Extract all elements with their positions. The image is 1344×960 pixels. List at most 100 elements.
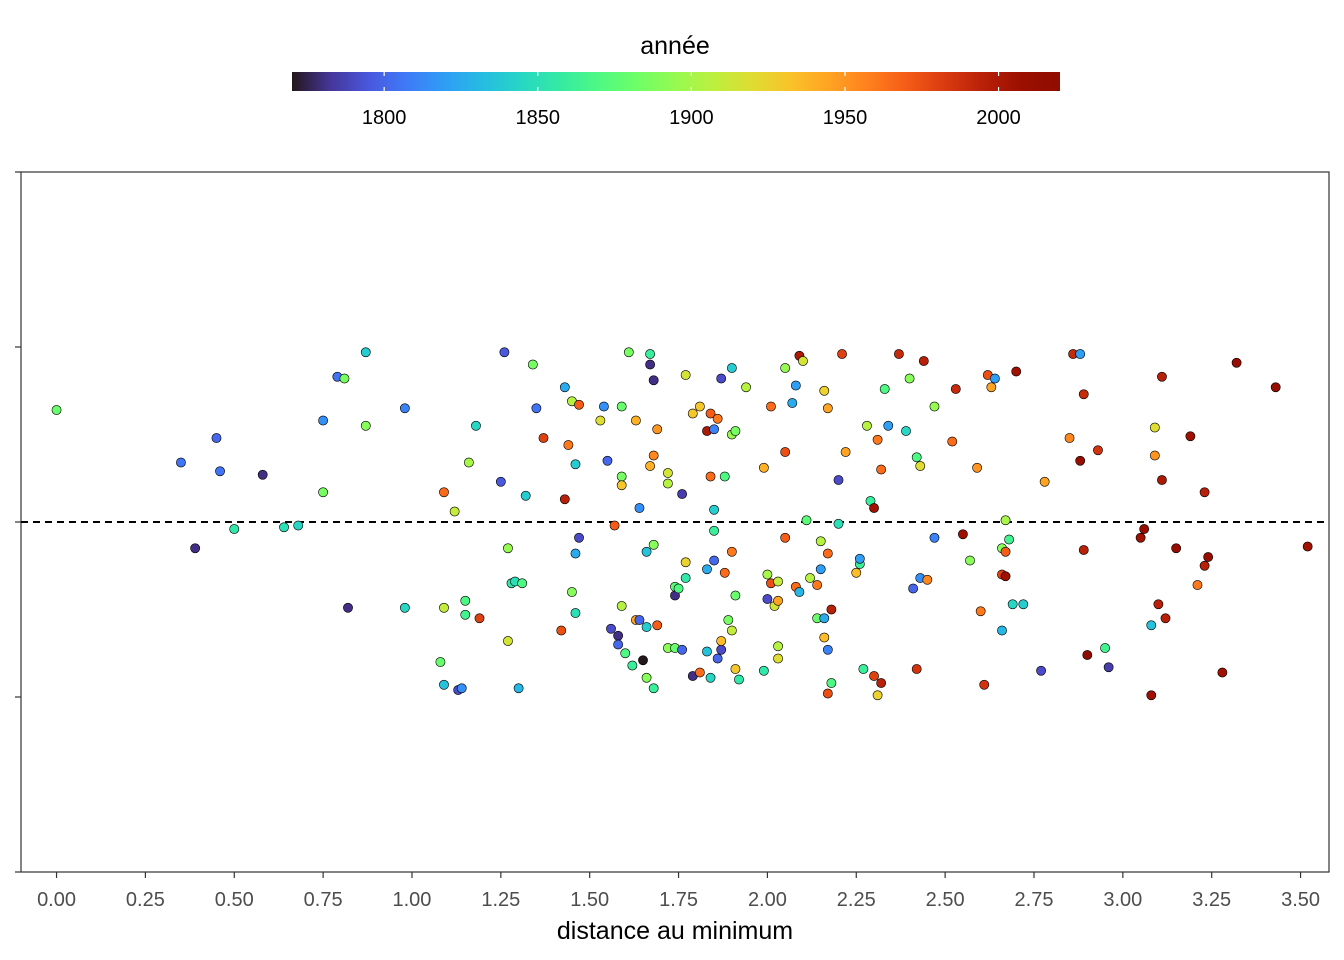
data-point bbox=[399, 602, 410, 613]
data-point bbox=[616, 601, 627, 611]
data-point bbox=[531, 403, 542, 414]
data-point bbox=[822, 548, 833, 559]
x-tick-label: 3.25 bbox=[1192, 889, 1231, 911]
data-point bbox=[726, 625, 737, 636]
data-point bbox=[819, 632, 830, 643]
data-point bbox=[709, 525, 719, 536]
x-tick-label: 1.25 bbox=[481, 889, 520, 911]
data-point bbox=[826, 604, 837, 615]
data-point bbox=[833, 475, 844, 485]
data-point bbox=[627, 660, 638, 671]
data-point bbox=[609, 520, 620, 531]
data-point bbox=[687, 408, 698, 419]
data-point bbox=[1302, 541, 1313, 552]
data-point bbox=[652, 424, 663, 435]
data-point bbox=[705, 408, 716, 419]
data-point bbox=[1171, 543, 1182, 554]
data-point bbox=[638, 655, 648, 666]
data-point bbox=[1231, 357, 1242, 368]
data-point bbox=[1146, 620, 1157, 631]
data-point bbox=[798, 356, 808, 366]
data-point bbox=[780, 363, 791, 373]
data-point bbox=[694, 667, 705, 678]
data-point bbox=[570, 548, 581, 559]
data-point bbox=[641, 546, 652, 557]
data-point bbox=[997, 625, 1007, 636]
data-point bbox=[1146, 690, 1157, 701]
x-tick-label: 1.75 bbox=[659, 889, 698, 911]
data-point bbox=[1199, 487, 1210, 498]
data-point bbox=[190, 543, 201, 554]
data-point bbox=[712, 653, 723, 664]
x-tick-label: 3.00 bbox=[1103, 889, 1142, 911]
data-point bbox=[819, 613, 830, 624]
data-point bbox=[947, 436, 958, 447]
data-point bbox=[815, 536, 826, 547]
data-point bbox=[851, 567, 862, 578]
data-point bbox=[716, 636, 727, 646]
colorbar-tick-label: 1800 bbox=[362, 107, 407, 129]
data-point bbox=[471, 420, 481, 431]
data-point bbox=[677, 644, 688, 655]
data-point bbox=[641, 672, 652, 683]
data-point bbox=[719, 471, 730, 482]
data-point bbox=[527, 359, 538, 370]
data-point bbox=[758, 665, 769, 676]
data-point bbox=[826, 678, 837, 688]
data-point bbox=[1000, 546, 1011, 557]
data-point bbox=[318, 415, 329, 426]
data-point bbox=[606, 623, 616, 634]
data-point bbox=[908, 583, 919, 594]
data-point bbox=[915, 461, 926, 471]
data-point bbox=[773, 641, 783, 652]
data-point bbox=[574, 532, 584, 543]
data-point bbox=[726, 363, 737, 373]
legend-title: année bbox=[640, 32, 710, 60]
data-point bbox=[435, 657, 446, 667]
data-point bbox=[730, 664, 741, 674]
data-point bbox=[520, 490, 531, 501]
data-point bbox=[734, 674, 744, 685]
x-tick-label: 2.75 bbox=[1015, 889, 1054, 911]
data-point bbox=[979, 679, 990, 690]
x-tick-label: 1.50 bbox=[570, 889, 609, 911]
data-point bbox=[648, 539, 659, 550]
data-point bbox=[51, 405, 62, 415]
data-point bbox=[922, 574, 933, 585]
x-tick-label: 0.50 bbox=[215, 889, 254, 911]
x-tick-label: 0.00 bbox=[37, 889, 76, 911]
data-point bbox=[559, 494, 570, 505]
data-point bbox=[1036, 665, 1046, 676]
x-tick-label: 2.00 bbox=[748, 889, 787, 911]
data-point bbox=[1103, 662, 1114, 673]
data-point bbox=[950, 384, 961, 394]
data-point bbox=[559, 382, 570, 393]
data-point bbox=[872, 434, 883, 445]
data-point bbox=[1075, 349, 1086, 359]
data-point bbox=[176, 457, 186, 468]
data-point bbox=[702, 646, 712, 657]
data-point bbox=[613, 639, 624, 650]
data-point bbox=[762, 569, 773, 580]
data-point bbox=[911, 452, 922, 463]
data-point bbox=[631, 415, 641, 426]
data-point bbox=[1004, 534, 1015, 545]
data-point bbox=[986, 382, 997, 393]
data-point bbox=[279, 522, 289, 533]
data-point bbox=[439, 487, 449, 498]
data-point bbox=[616, 471, 627, 482]
data-point bbox=[965, 555, 975, 566]
color-legend: année 1800 1850 1900 1950 2000 bbox=[292, 32, 1060, 129]
x-tick-label: 1.00 bbox=[393, 889, 432, 911]
data-point bbox=[1135, 532, 1146, 543]
data-point bbox=[773, 576, 783, 587]
data-point bbox=[648, 375, 659, 386]
data-point bbox=[862, 420, 872, 431]
data-point bbox=[716, 373, 727, 384]
data-point bbox=[570, 608, 581, 618]
data-point bbox=[719, 567, 730, 578]
data-point bbox=[883, 420, 894, 431]
data-point bbox=[758, 462, 769, 473]
data-point bbox=[570, 459, 581, 470]
